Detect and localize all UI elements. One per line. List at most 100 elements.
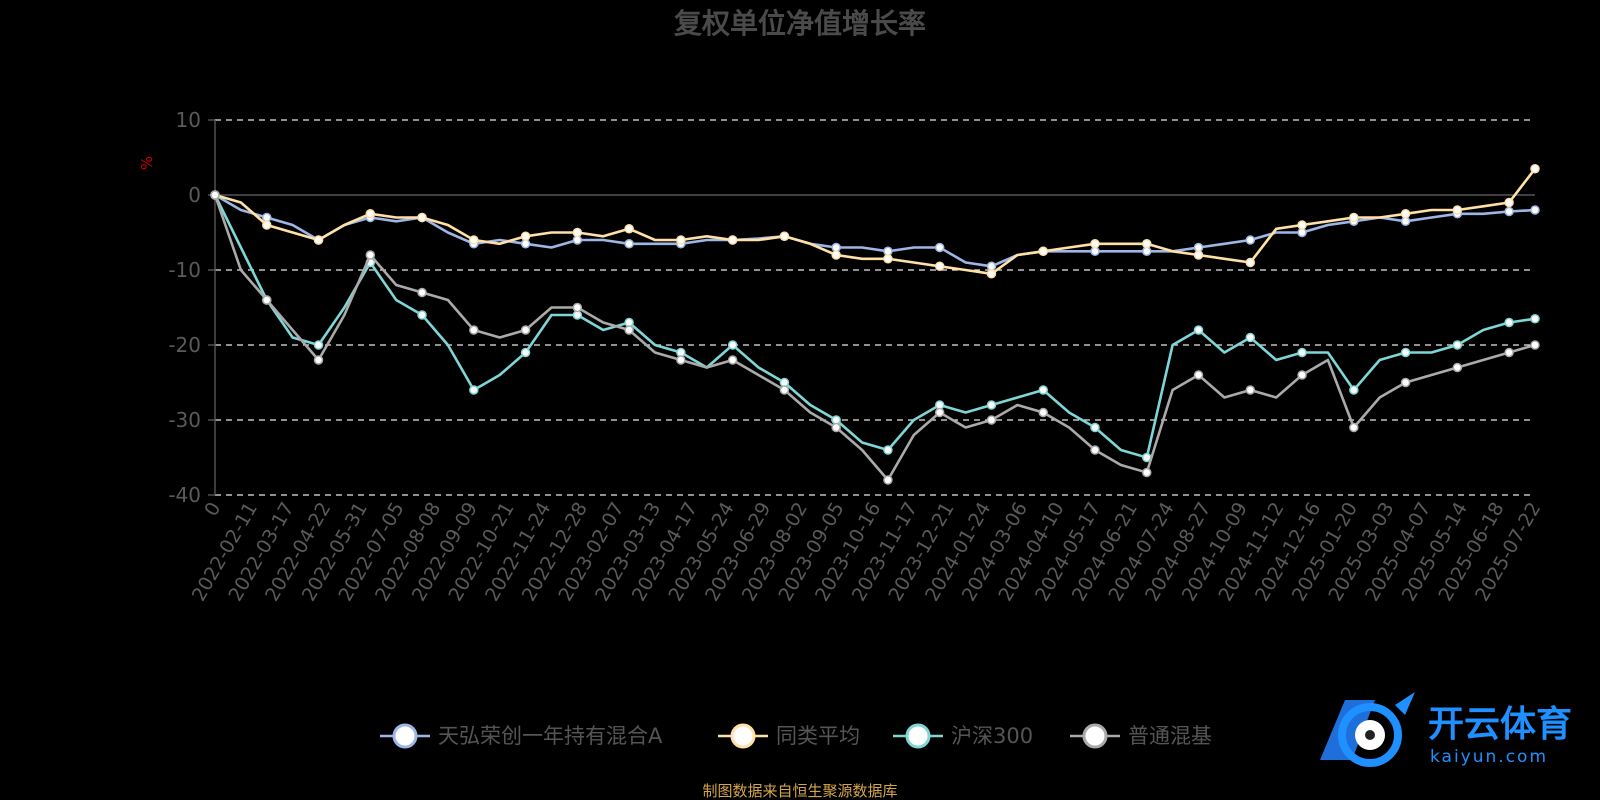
source-note: 制图数据来自恒生聚源数据库 — [702, 782, 897, 800]
legend-item-1[interactable]: 天弘荣创一年持有混合A — [380, 723, 663, 749]
y-tick-label: 10 — [176, 108, 201, 132]
data-point — [1349, 422, 1359, 433]
data-point — [1400, 209, 1411, 219]
data-point — [986, 400, 997, 410]
legend-item-2[interactable]: 同类平均 — [718, 723, 860, 749]
legend-label: 天弘荣创一年持有混合A — [438, 724, 663, 748]
x-tick-labels: 02022-02-112022-03-172022-04-222022-05-3… — [188, 498, 1546, 605]
data-point — [624, 224, 634, 234]
data-point — [676, 355, 686, 365]
data-point — [1400, 377, 1411, 388]
grid-lines — [208, 119, 1535, 496]
data-point — [779, 385, 790, 395]
data-point — [1193, 370, 1204, 380]
data-point — [1038, 246, 1048, 256]
data-point — [469, 325, 479, 335]
data-point — [831, 422, 841, 433]
data-point — [262, 220, 272, 230]
y-tick-label: -30 — [168, 408, 201, 432]
data-point — [1142, 239, 1152, 249]
y-tick-labels: 10 0 -10 -20 -30 -40 — [168, 108, 201, 507]
data-point — [1245, 257, 1256, 268]
legend-label: 同类平均 — [776, 724, 860, 748]
series-line — [213, 193, 1537, 459]
data-point — [520, 347, 531, 358]
data-point — [779, 231, 790, 241]
data-point — [1297, 370, 1307, 380]
data-point — [262, 295, 272, 305]
data-point — [1090, 445, 1100, 455]
legend-marker-icon — [905, 723, 931, 749]
data-point — [676, 235, 686, 245]
data-point — [1142, 467, 1152, 478]
data-point — [1193, 250, 1204, 260]
series-lines — [210, 164, 1540, 485]
series-line — [213, 193, 1537, 268]
data-point — [520, 325, 531, 335]
y-tick-label: 0 — [188, 183, 201, 207]
data-point — [934, 407, 945, 418]
data-point — [1193, 325, 1204, 335]
data-point — [210, 190, 220, 200]
data-point — [417, 310, 427, 320]
legend[interactable]: 天弘荣创一年持有混合A 同类平均 沪深300 普通混基 — [380, 723, 1212, 749]
legend-marker-icon — [1082, 723, 1108, 749]
y-axis-unit: % — [138, 156, 156, 170]
data-point — [469, 385, 479, 395]
data-point — [572, 227, 583, 238]
data-point — [883, 254, 893, 264]
data-point — [986, 415, 997, 425]
data-point — [520, 231, 531, 241]
data-point — [572, 302, 583, 313]
data-point — [727, 235, 738, 245]
data-point — [1297, 347, 1307, 358]
series-3 — [210, 190, 1540, 463]
data-point — [1090, 422, 1100, 433]
data-point — [313, 355, 324, 365]
data-point — [469, 235, 479, 245]
legend-label: 普通混基 — [1128, 724, 1212, 748]
data-point — [934, 242, 945, 253]
data-point — [365, 250, 376, 260]
data-point — [1245, 332, 1256, 343]
data-point — [313, 340, 324, 350]
data-point — [1245, 235, 1256, 245]
data-point — [727, 355, 738, 365]
y-tick-label: -10 — [168, 258, 201, 282]
data-point — [1452, 362, 1463, 373]
legend-label: 沪深300 — [951, 724, 1033, 748]
data-point — [1504, 206, 1514, 217]
chart-title: 复权单位净值增长率 — [674, 7, 926, 40]
data-point — [1452, 205, 1463, 215]
data-point — [831, 250, 841, 260]
data-point — [1038, 385, 1048, 395]
watermark-brand: 开云体育 — [1428, 704, 1572, 745]
data-point — [883, 475, 893, 485]
data-point — [313, 235, 324, 245]
legend-item-3[interactable]: 沪深300 — [893, 723, 1033, 749]
legend-marker-icon — [730, 723, 756, 749]
data-point — [1504, 197, 1514, 208]
y-tick-label: -20 — [168, 333, 201, 357]
x-tick-label: 0 — [200, 499, 225, 520]
data-point — [1400, 347, 1411, 358]
data-point — [1349, 212, 1359, 223]
watermark-url: kaiyun.com — [1430, 747, 1548, 767]
data-point — [727, 340, 738, 350]
data-point — [883, 445, 893, 455]
series-line — [213, 193, 1537, 482]
series-4 — [210, 190, 1540, 485]
legend-item-4[interactable]: 普通混基 — [1070, 723, 1212, 749]
data-point — [1530, 314, 1540, 324]
data-point — [1530, 340, 1540, 350]
data-point — [1452, 340, 1463, 350]
data-point — [1038, 407, 1048, 418]
data-point — [1530, 164, 1540, 174]
data-point — [934, 261, 945, 271]
series-2 — [210, 164, 1540, 279]
data-point — [417, 212, 427, 223]
data-point — [624, 325, 634, 335]
ball-icon — [1320, 692, 1415, 767]
y-tick-label: -40 — [168, 483, 201, 507]
data-point — [1245, 385, 1256, 395]
